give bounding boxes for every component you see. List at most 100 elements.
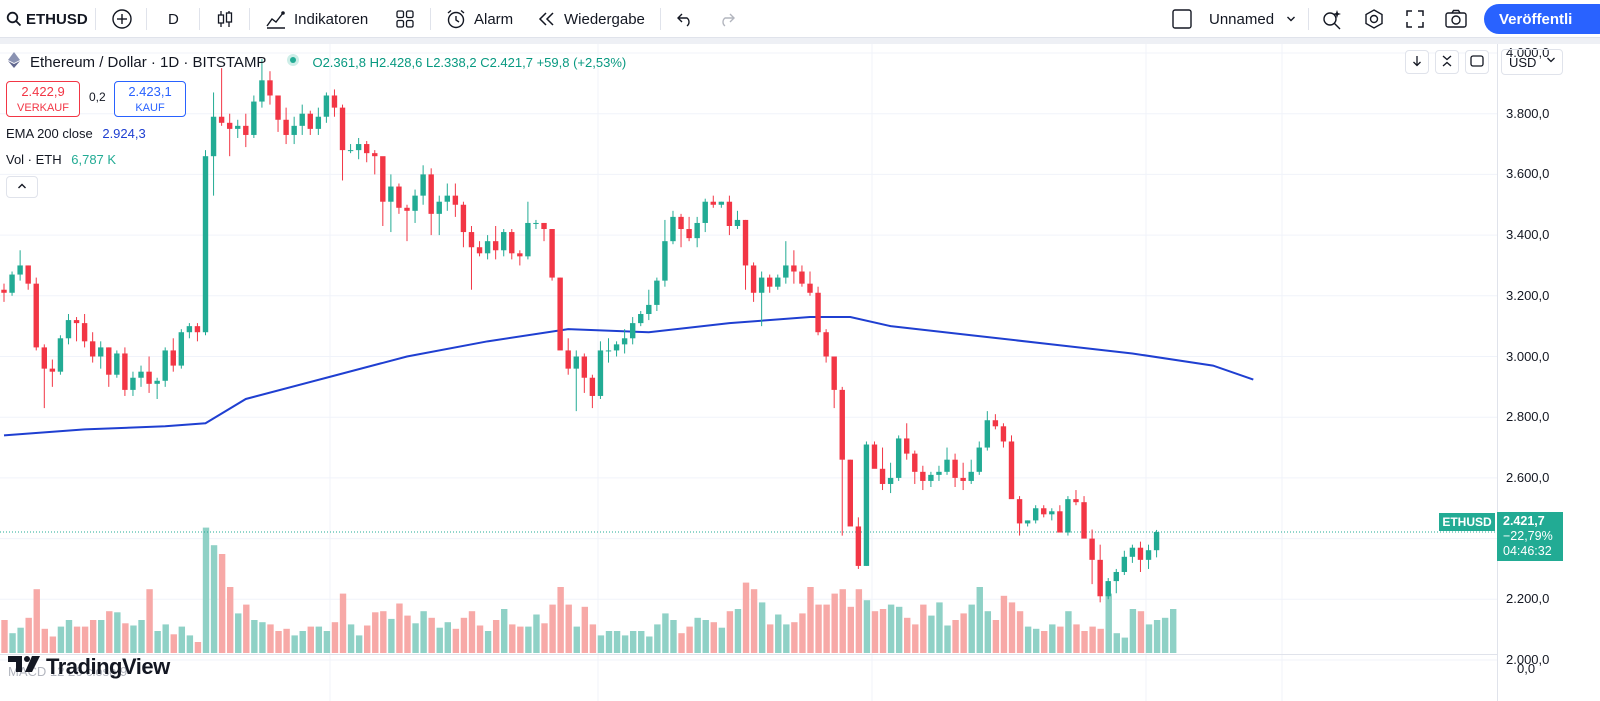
candle-body bbox=[1073, 499, 1079, 503]
candle-body bbox=[444, 195, 450, 202]
volume-bar bbox=[372, 612, 379, 653]
candle-body bbox=[791, 265, 797, 272]
toolbar-divider bbox=[0, 38, 1600, 44]
candle-body bbox=[1121, 556, 1128, 572]
candle-body bbox=[557, 277, 563, 351]
candle-body bbox=[775, 277, 781, 287]
volume-bar bbox=[178, 626, 186, 653]
volume-bar bbox=[799, 613, 806, 653]
replay-label: Wiedergabe bbox=[564, 10, 645, 28]
price-scale-label: 3.400,0 bbox=[1506, 227, 1550, 243]
settings-button[interactable] bbox=[1363, 0, 1385, 38]
candle-body bbox=[662, 241, 668, 281]
currency-select[interactable]: USD bbox=[1501, 49, 1563, 75]
price-scale-label: 2.800,0 bbox=[1506, 409, 1550, 425]
candle-body bbox=[799, 271, 805, 284]
volume-bar bbox=[1057, 626, 1064, 653]
interval-button[interactable]: D bbox=[168, 0, 179, 38]
collapse-pane-button[interactable] bbox=[1435, 50, 1459, 74]
collapse-legend-button[interactable] bbox=[6, 176, 38, 198]
volume-bar bbox=[646, 636, 653, 653]
volume-bar bbox=[154, 631, 161, 653]
volume-indicator-legend[interactable]: Vol · ETH 6,787 K bbox=[6, 152, 116, 167]
candle-body bbox=[372, 153, 378, 157]
volume-bar bbox=[275, 631, 282, 653]
price-scale-label: 2.200,0 bbox=[1506, 591, 1550, 607]
candle-body bbox=[1153, 532, 1160, 551]
candle-body bbox=[670, 216, 676, 242]
volume-bar bbox=[694, 617, 701, 653]
tradingview-logo[interactable]: TradingView bbox=[8, 654, 170, 680]
volume-bar bbox=[928, 615, 935, 653]
indicators-button[interactable]: Indikatoren bbox=[265, 0, 368, 38]
volume-bar bbox=[920, 604, 927, 653]
candle-body bbox=[823, 332, 829, 357]
candle-body bbox=[1129, 547, 1136, 557]
volume-bar bbox=[106, 611, 113, 653]
gear-icon bbox=[1363, 8, 1385, 30]
candle-body bbox=[1145, 550, 1152, 560]
volume-bar bbox=[1073, 624, 1080, 653]
candle-body bbox=[106, 347, 112, 375]
candle-body bbox=[1041, 508, 1047, 515]
maximize-pane-button[interactable] bbox=[1465, 50, 1489, 74]
volume-bar bbox=[1089, 626, 1096, 653]
indicators-label: Indikatoren bbox=[294, 10, 369, 28]
scroll-down-button[interactable] bbox=[1405, 50, 1429, 74]
quick-search-button[interactable] bbox=[1321, 0, 1343, 38]
publish-button[interactable]: Veröffentli bbox=[1484, 4, 1600, 34]
price-scale[interactable]: 4.000,0 3.800,0 3.600,0 3.400,0 3.200,0 3.000… bbox=[1497, 44, 1600, 701]
symbol-title[interactable]: Ethereum / Dollar · 1D · BITSTAMP bbox=[30, 53, 267, 71]
volume-bar bbox=[1137, 611, 1145, 653]
candle-body bbox=[904, 438, 910, 454]
macd-indicator-legend[interactable]: MACD 12 26 close 9 bbox=[8, 664, 128, 679]
chart-pane[interactable] bbox=[0, 44, 1497, 701]
candle-body bbox=[549, 229, 555, 278]
symbol-search-button[interactable]: ETHUSD bbox=[6, 0, 88, 38]
volume-bar bbox=[565, 604, 572, 653]
replay-button[interactable]: Wiedergabe bbox=[537, 0, 645, 38]
volume-bar bbox=[823, 604, 830, 653]
templates-button[interactable] bbox=[394, 0, 416, 38]
volume-bar bbox=[98, 620, 105, 653]
volume-bar bbox=[501, 609, 508, 653]
candle-body bbox=[783, 265, 789, 278]
candle-body bbox=[879, 468, 886, 484]
candle-body bbox=[654, 280, 660, 305]
layout-select-button[interactable]: Unnamed bbox=[1171, 0, 1296, 38]
rewind-icon bbox=[537, 9, 557, 29]
price-chart-svg[interactable] bbox=[0, 44, 1497, 701]
candle-body bbox=[460, 204, 467, 233]
volume-bar bbox=[436, 627, 443, 653]
alert-label: Alarm bbox=[474, 10, 514, 28]
redo-button[interactable] bbox=[717, 0, 737, 38]
buy-button[interactable]: 2.423,1 KAUF bbox=[114, 81, 186, 117]
volume-bar bbox=[678, 633, 685, 653]
volume-bar bbox=[1, 620, 8, 653]
volume-bar bbox=[1153, 620, 1161, 653]
candle-body bbox=[49, 368, 56, 372]
compare-add-button[interactable] bbox=[111, 0, 133, 38]
volume-bar bbox=[960, 613, 967, 653]
volume-bar bbox=[339, 593, 347, 653]
sell-button[interactable]: 2.422,9 VERKAUF bbox=[6, 81, 80, 117]
alert-button[interactable]: Alarm bbox=[445, 0, 513, 38]
volume-bar bbox=[976, 587, 983, 653]
candle-body bbox=[251, 101, 257, 135]
snapshot-button[interactable] bbox=[1444, 0, 1468, 38]
buy-label: KAUF bbox=[135, 102, 165, 114]
last-price-ticker-tag: ETHUSD bbox=[1439, 513, 1495, 531]
ethereum-logo-icon bbox=[8, 52, 20, 72]
market-status-icon[interactable] bbox=[286, 53, 300, 71]
volume-bar bbox=[912, 624, 919, 653]
volume-bar bbox=[936, 602, 943, 653]
chart-type-button[interactable] bbox=[214, 0, 236, 38]
ema-indicator-legend[interactable]: EMA 200 close 2.924,3 bbox=[6, 126, 146, 141]
fullscreen-button[interactable] bbox=[1405, 0, 1425, 38]
candle-body bbox=[1032, 508, 1039, 521]
candle-body bbox=[839, 389, 845, 460]
candle-body bbox=[388, 186, 394, 202]
volume-bar bbox=[25, 617, 32, 653]
undo-button[interactable] bbox=[675, 0, 695, 38]
volume-bar bbox=[952, 620, 959, 653]
